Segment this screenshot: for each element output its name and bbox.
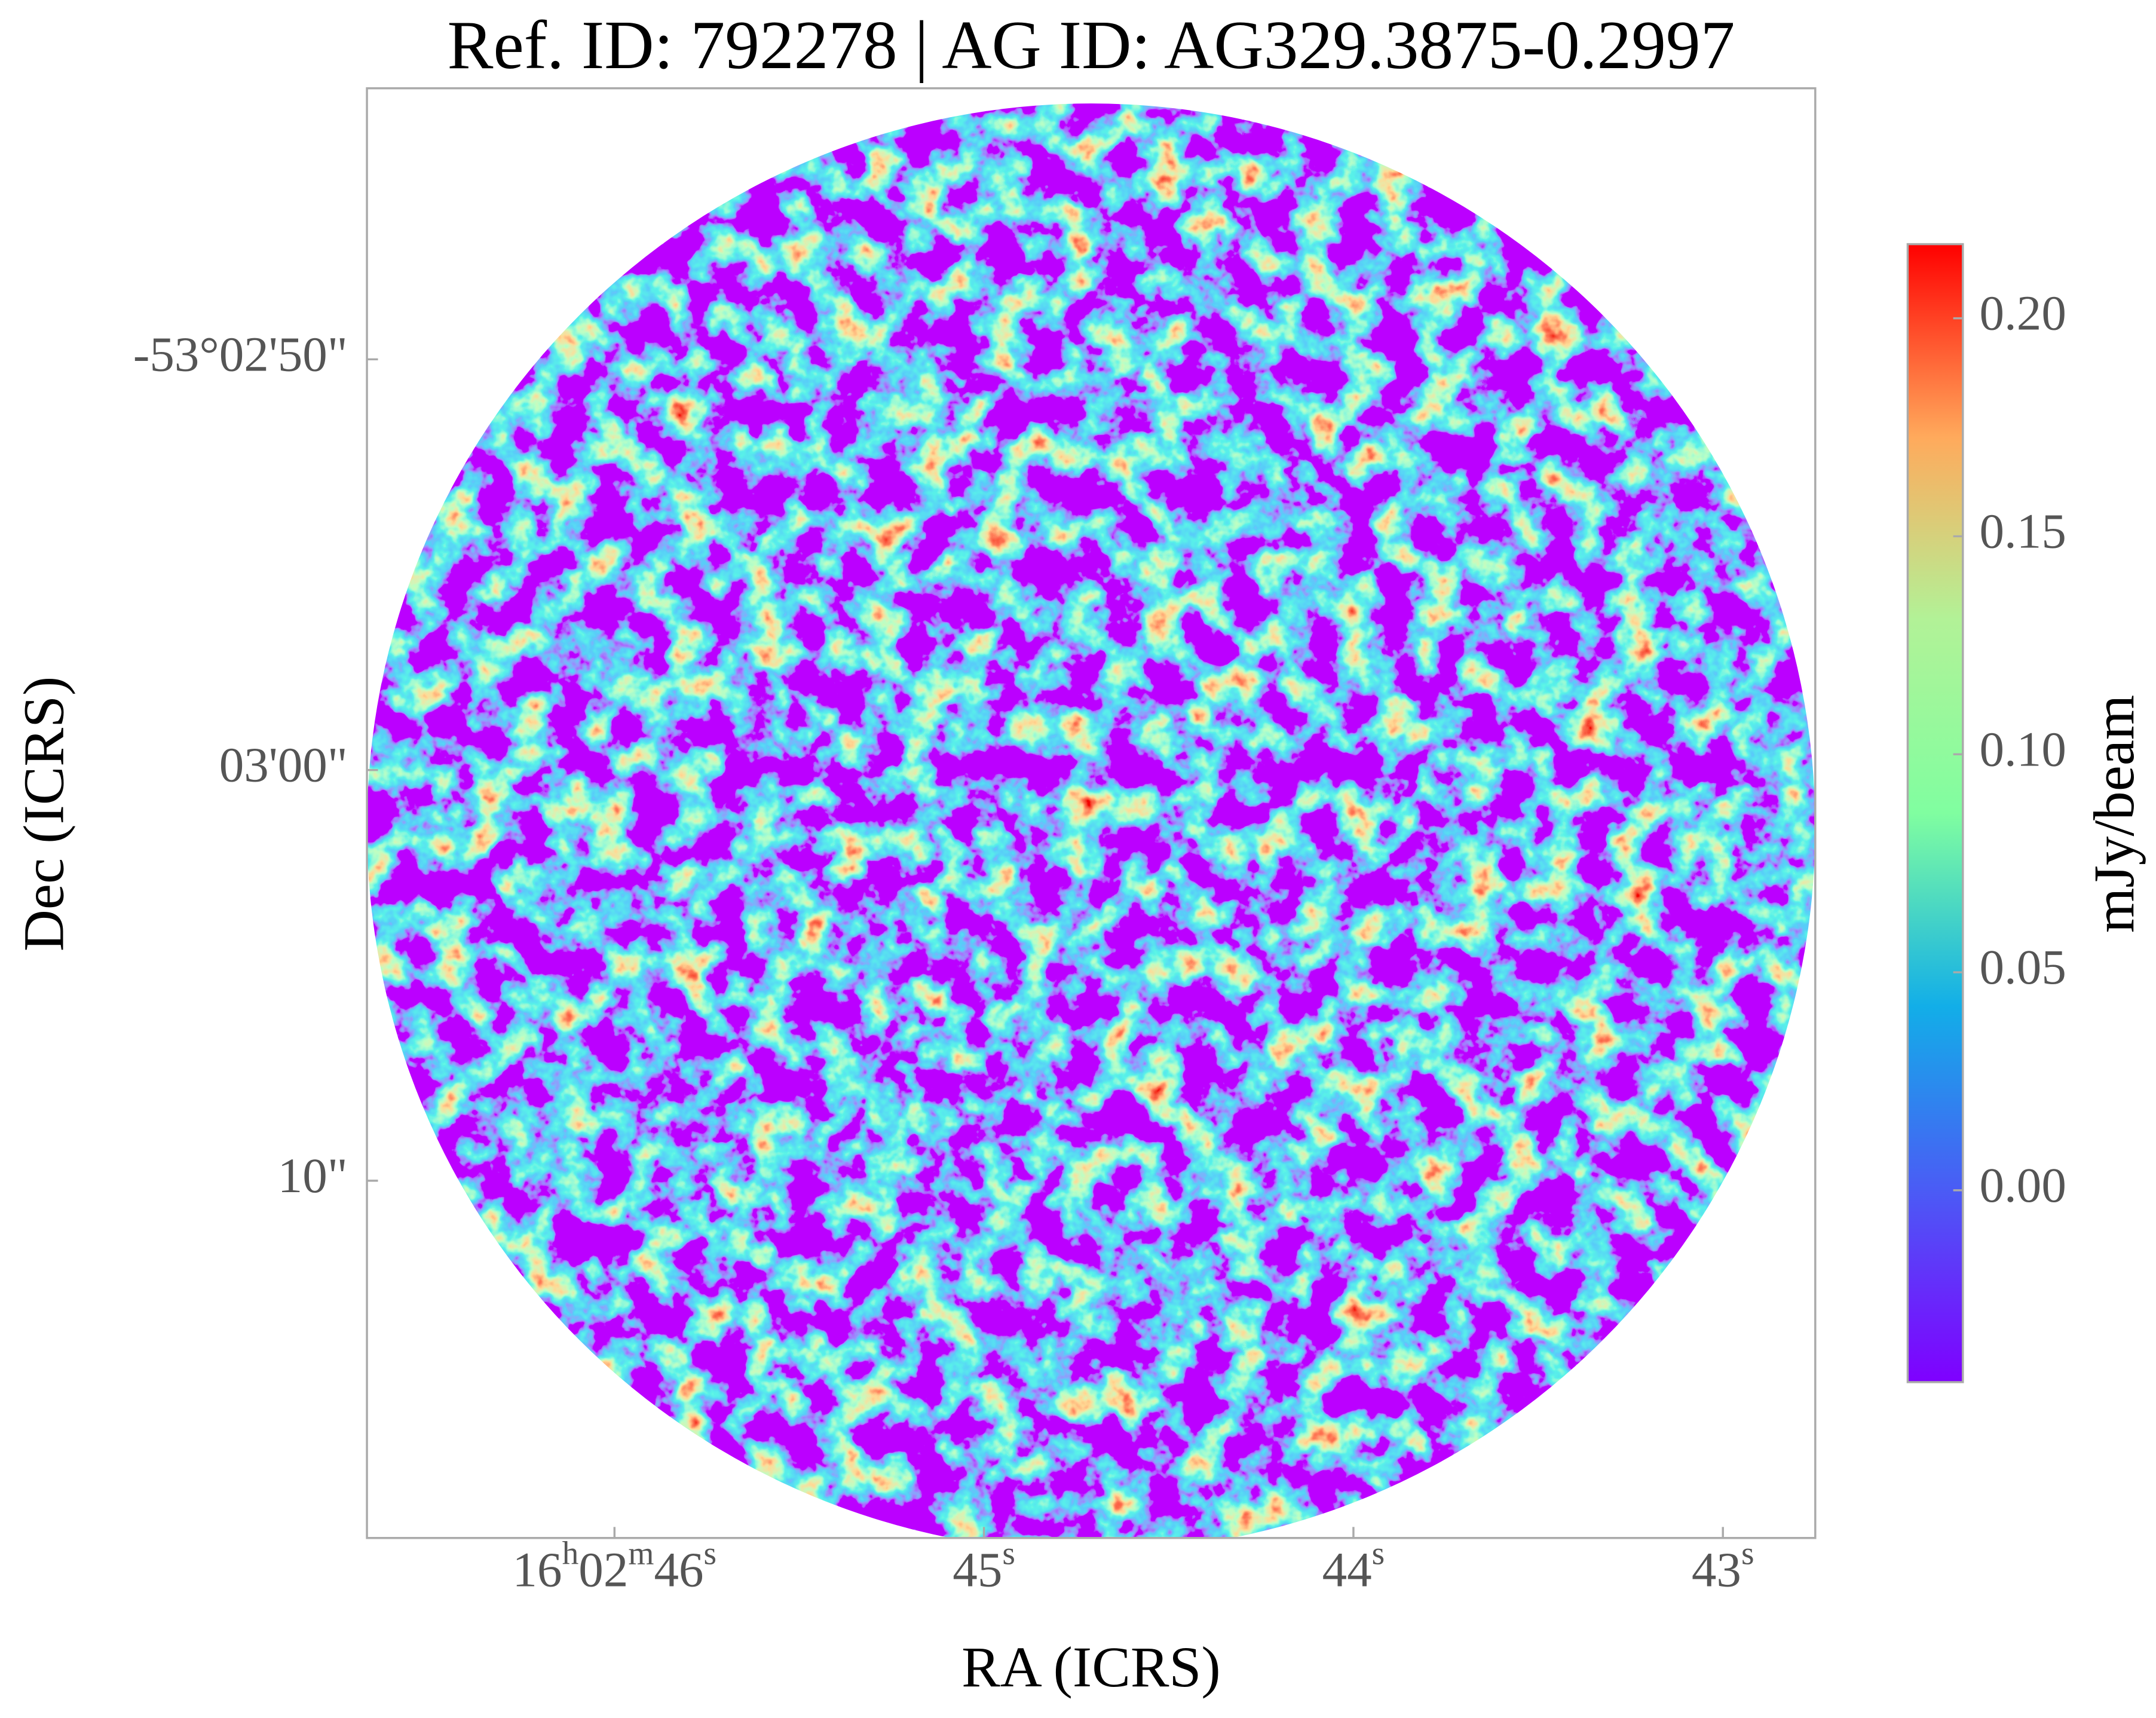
image-field (367, 103, 1815, 1538)
x-axis-label: RA (ICRS) (961, 1635, 1221, 1699)
colorbar-tick-label: 0.00 (1979, 1157, 2066, 1212)
x-tick-label: 43s (1692, 1535, 1754, 1597)
chart-title: Ref. ID: 792278 | AG ID: AG329.3875-0.29… (448, 7, 1735, 83)
x-tick-label: 44s (1322, 1535, 1385, 1597)
intensity-map (367, 103, 1815, 1538)
y-tick-label: -53°02'50" (133, 326, 348, 381)
colorbar-tick-label: 0.15 (1979, 503, 2066, 558)
x-tick-label: 16h02m46s (513, 1535, 717, 1597)
plot-frame (366, 87, 1817, 1539)
x-tick-label: 45s (953, 1535, 1015, 1597)
y-tick-label: 03'00" (219, 737, 348, 792)
colorbar-label: mJy/beam (2082, 695, 2146, 933)
y-axis-label: Dec (ICRS) (11, 676, 75, 951)
colorbar-tick-label: 0.05 (1979, 939, 2066, 994)
colorbar-tick-label: 0.10 (1979, 721, 2066, 776)
y-tick-label: 10" (278, 1148, 348, 1203)
colorbar-tick-label: 0.20 (1979, 286, 2066, 341)
colorbar (1906, 243, 1964, 1383)
